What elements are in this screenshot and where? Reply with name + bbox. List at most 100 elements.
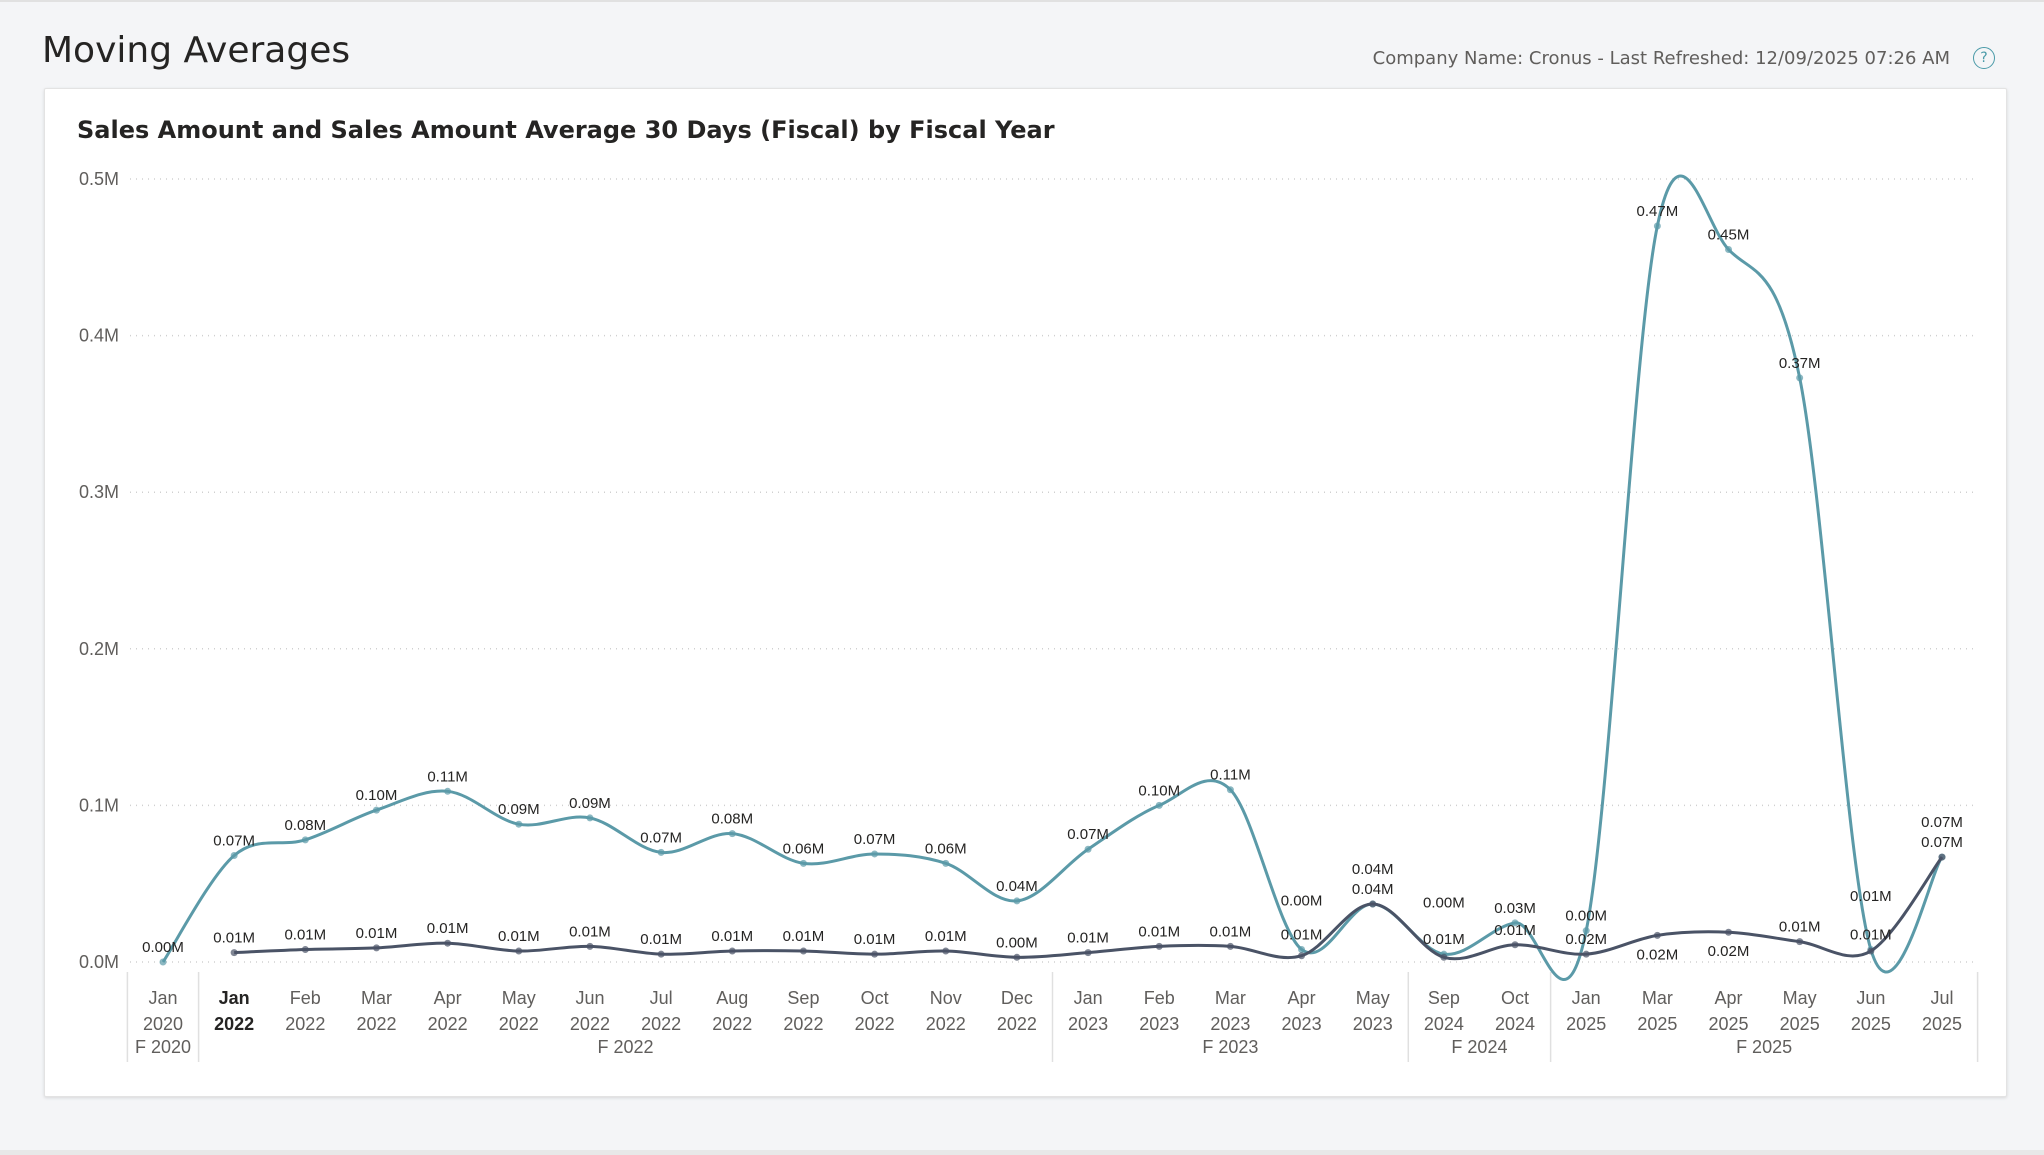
data-point[interactable] <box>1653 931 1661 939</box>
data-label: 0.01M <box>1210 923 1252 940</box>
x-tick-year: 2025 <box>1637 1014 1677 1034</box>
data-point[interactable] <box>942 947 950 955</box>
x-tick-month: Feb <box>290 988 321 1008</box>
x-tick-year: 2025 <box>1922 1014 1962 1034</box>
data-point[interactable] <box>444 787 452 795</box>
data-point[interactable] <box>657 848 665 856</box>
data-label: 0.01M <box>569 923 611 940</box>
x-tick-month: Oct <box>1501 988 1529 1008</box>
data-label: 0.10M <box>356 787 398 804</box>
fiscal-group-label: F 2020 <box>135 1037 191 1057</box>
x-tick-year: 2020 <box>143 1014 183 1034</box>
data-point[interactable] <box>586 814 594 822</box>
x-tick-month: Aug <box>716 988 748 1008</box>
y-tick-label: 0.3M <box>79 482 119 502</box>
data-point[interactable] <box>159 958 167 966</box>
data-point[interactable] <box>515 820 523 828</box>
question-circle-icon[interactable]: ? <box>1973 47 1995 69</box>
data-point[interactable] <box>1084 949 1092 957</box>
data-label: 0.01M <box>854 931 896 948</box>
data-point[interactable] <box>1084 845 1092 853</box>
x-tick-month: Sep <box>787 988 819 1008</box>
data-label: 0.07M <box>1921 834 1963 851</box>
data-label: 0.04M <box>1352 861 1394 878</box>
data-point[interactable] <box>1155 801 1163 809</box>
x-tick-year: 2022 <box>855 1014 895 1034</box>
x-tick-year: 2023 <box>1353 1014 1393 1034</box>
data-point[interactable] <box>372 944 380 952</box>
data-point[interactable] <box>728 947 736 955</box>
data-point[interactable] <box>1440 953 1448 961</box>
data-label: 0.03M <box>1494 900 1536 917</box>
x-tick-year: 2022 <box>926 1014 966 1034</box>
data-point[interactable] <box>1013 897 1021 905</box>
data-point[interactable] <box>1298 945 1306 953</box>
x-tick-month: May <box>1783 988 1817 1008</box>
data-label: 0.01M <box>1779 919 1821 936</box>
data-label: 0.01M <box>213 930 255 947</box>
data-point[interactable] <box>1653 222 1661 230</box>
data-point[interactable] <box>586 942 594 950</box>
data-point[interactable] <box>1725 928 1733 936</box>
data-point[interactable] <box>1725 245 1733 253</box>
x-tick-year: 2022 <box>499 1014 539 1034</box>
data-point[interactable] <box>1013 953 1021 961</box>
bottom-bar <box>0 1150 2044 1155</box>
top-border <box>0 0 2044 2</box>
x-tick-year: 2023 <box>1282 1014 1322 1034</box>
data-point[interactable] <box>444 939 452 947</box>
data-point[interactable] <box>301 945 309 953</box>
data-point[interactable] <box>1226 942 1234 950</box>
data-point[interactable] <box>1582 927 1590 935</box>
data-label: 0.01M <box>711 928 753 945</box>
x-tick-month: Apr <box>434 988 462 1008</box>
data-label: 0.02M <box>1637 946 1679 963</box>
company-refresh-info: Company Name: Cronus - Last Refreshed: 1… <box>1372 48 1950 69</box>
data-point[interactable] <box>1226 786 1234 794</box>
x-tick-year: 2024 <box>1424 1014 1464 1034</box>
data-point[interactable] <box>1796 938 1804 946</box>
data-point[interactable] <box>372 806 380 814</box>
data-point[interactable] <box>871 950 879 958</box>
data-point[interactable] <box>1369 900 1377 908</box>
x-tick-year: 2024 <box>1495 1014 1535 1034</box>
data-point[interactable] <box>1298 952 1306 960</box>
data-point[interactable] <box>1511 941 1519 949</box>
data-label: 0.02M <box>1708 943 1750 960</box>
data-label: 0.45M <box>1708 226 1750 243</box>
data-point[interactable] <box>230 949 238 957</box>
data-point[interactable] <box>871 850 879 858</box>
x-tick-month: Apr <box>1288 988 1316 1008</box>
data-point[interactable] <box>657 950 665 958</box>
data-point[interactable] <box>515 947 523 955</box>
data-point[interactable] <box>1867 947 1875 955</box>
x-tick-month: Jul <box>650 988 673 1008</box>
x-tick-month: Oct <box>861 988 889 1008</box>
data-label: 0.01M <box>1138 923 1180 940</box>
data-label: 0.08M <box>284 817 326 834</box>
data-point[interactable] <box>1155 942 1163 950</box>
data-point[interactable] <box>799 859 807 867</box>
x-tick-year: 2022 <box>783 1014 823 1034</box>
data-label: 0.07M <box>1067 826 1109 843</box>
data-point[interactable] <box>728 830 736 838</box>
data-point[interactable] <box>301 836 309 844</box>
data-point[interactable] <box>1582 950 1590 958</box>
x-tick-year: 2022 <box>641 1014 681 1034</box>
data-label: 0.07M <box>1921 814 1963 831</box>
data-point[interactable] <box>799 947 807 955</box>
x-tick-year: 2022 <box>428 1014 468 1034</box>
x-tick-year: 2022 <box>214 1014 254 1034</box>
data-label: 0.02M <box>1565 931 1607 948</box>
data-point[interactable] <box>230 852 238 860</box>
data-label: 0.09M <box>569 795 611 812</box>
fiscal-group-label: F 2025 <box>1736 1037 1792 1057</box>
data-point[interactable] <box>1511 919 1519 927</box>
x-tick-year: 2023 <box>1139 1014 1179 1034</box>
data-point[interactable] <box>1938 853 1946 861</box>
data-point[interactable] <box>1796 374 1804 382</box>
data-point[interactable] <box>942 859 950 867</box>
data-label: 0.01M <box>1494 922 1536 939</box>
x-tick-year: 2025 <box>1780 1014 1820 1034</box>
x-tick-month: May <box>1356 988 1390 1008</box>
